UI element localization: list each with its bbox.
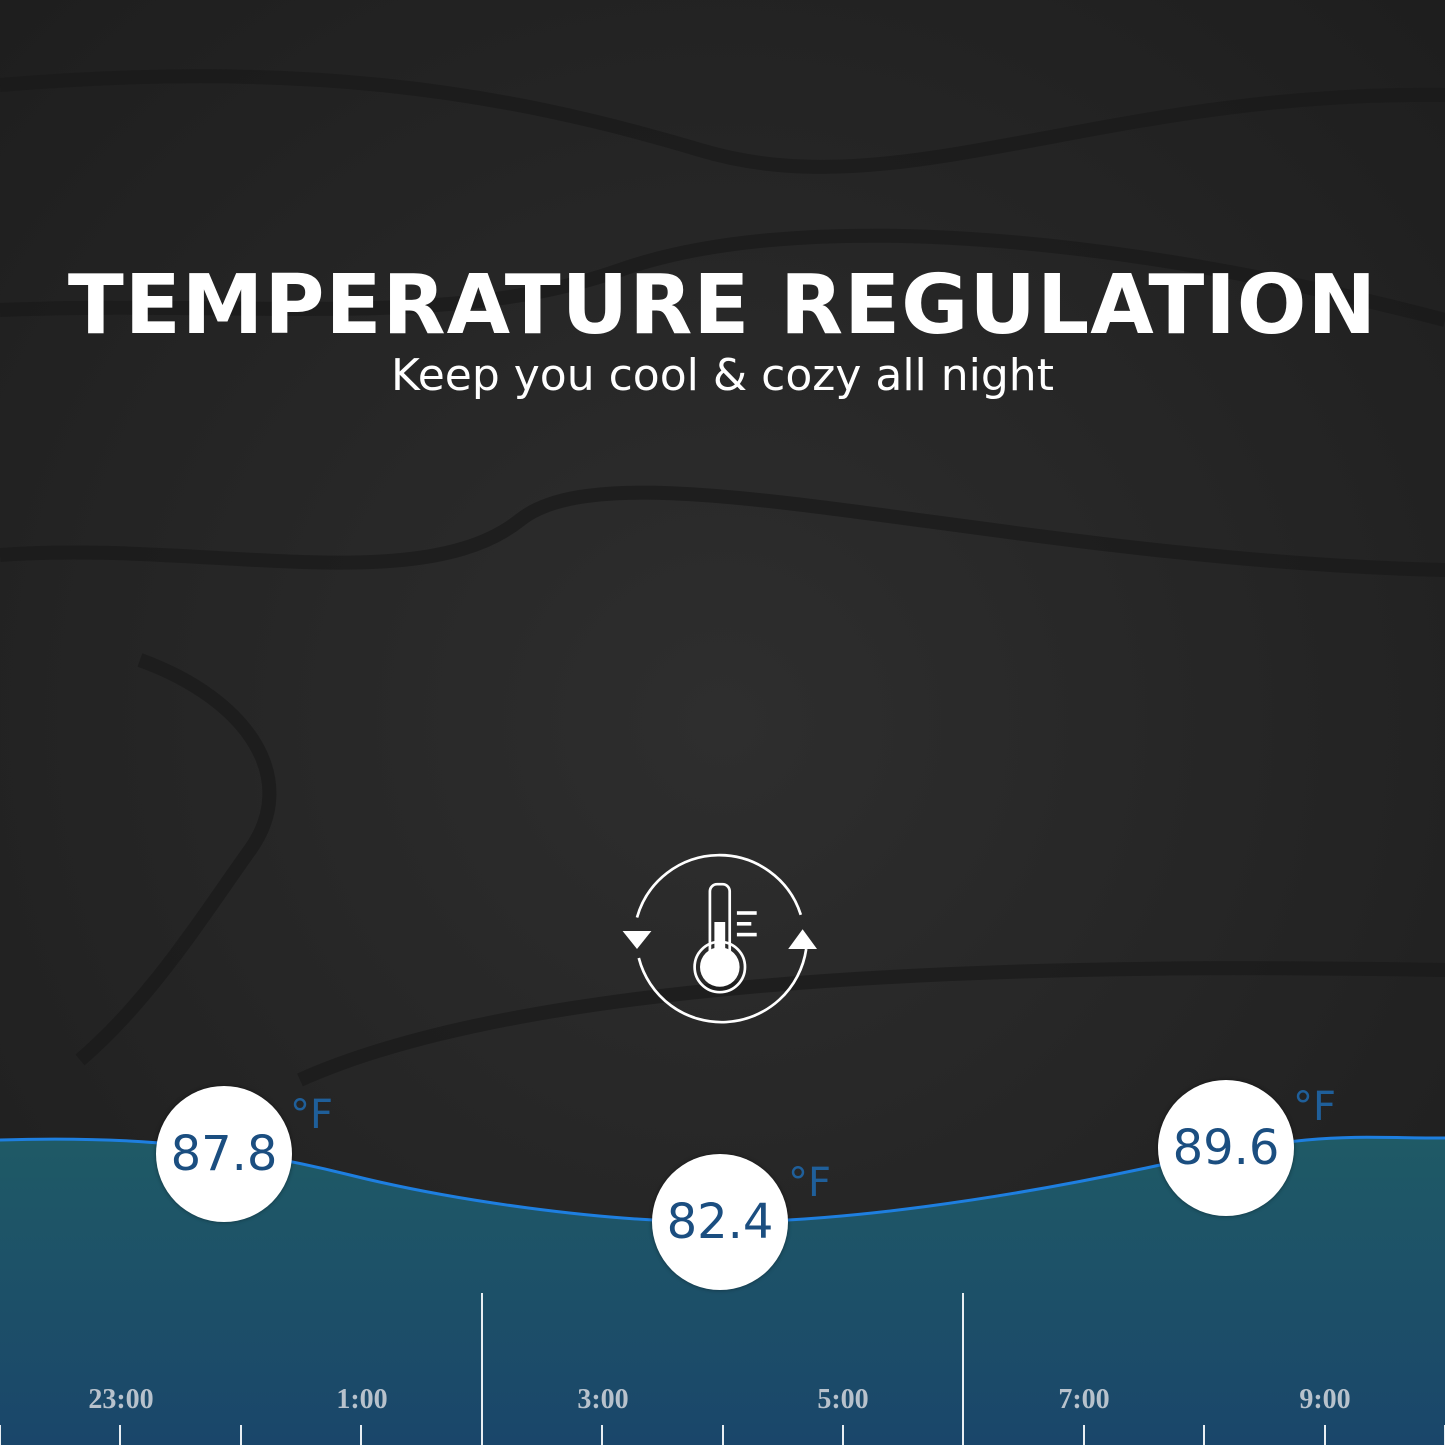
time-label: 3:00 (577, 1384, 629, 1415)
time-label: 1:00 (336, 1384, 388, 1415)
reading-value: 87.8 (170, 1126, 278, 1182)
time-label: 7:00 (1058, 1384, 1110, 1415)
reading-bubble: 82.4 (652, 1154, 788, 1290)
reading-value: 89.6 (1172, 1120, 1280, 1176)
reading-unit: °F (290, 1092, 334, 1138)
reading-bubble: 87.8 (156, 1086, 292, 1222)
reading-unit: °F (788, 1160, 832, 1206)
time-label: 5:00 (817, 1384, 869, 1415)
time-label: 9:00 (1299, 1384, 1351, 1415)
time-label: 23:00 (88, 1384, 154, 1415)
reading-unit: °F (1293, 1084, 1337, 1130)
temperature-band (0, 1137, 1445, 1445)
reading-value: 82.4 (666, 1194, 774, 1250)
thermometer-cycle-icon (622, 853, 817, 1024)
page-subtitle: Keep you cool & cozy all night (391, 350, 1054, 401)
reading-bubble: 89.6 (1158, 1080, 1294, 1216)
page-title: TEMPERATURE REGULATION (67, 258, 1378, 353)
